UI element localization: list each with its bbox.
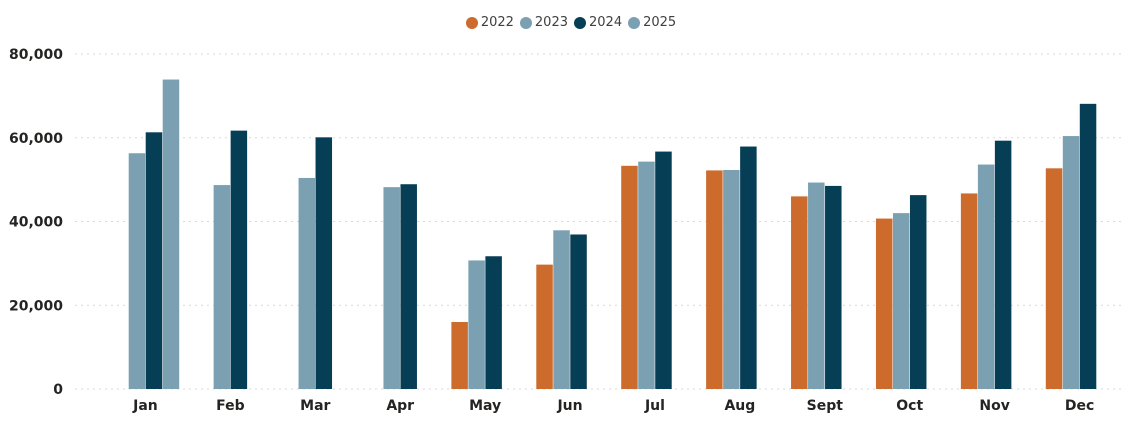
legend-swatch — [574, 16, 586, 29]
y-tick-label: 40,000 — [9, 215, 63, 231]
x-tick-label: Apr — [386, 398, 414, 414]
legend-label: 2025 — [643, 15, 677, 30]
bar-aug-2022[interactable] — [706, 170, 723, 389]
bar-jul-2023[interactable] — [638, 161, 655, 389]
bar-nov-2024[interactable] — [994, 140, 1012, 389]
bar-oct-2023[interactable] — [892, 213, 910, 389]
legend-swatch — [519, 16, 532, 29]
bar-mar-2024[interactable] — [315, 137, 333, 389]
legend-label: 2024 — [589, 15, 623, 30]
bar-jul-2024[interactable] — [655, 151, 672, 389]
x-tick-label: Feb — [216, 398, 245, 414]
bar-mar-2023[interactable] — [298, 177, 316, 389]
bar-aug-2024[interactable] — [740, 146, 757, 389]
bar-aug-2023[interactable] — [723, 169, 740, 389]
bar-oct-2024[interactable] — [909, 195, 927, 389]
legend-item-2025[interactable]: 2025 — [628, 15, 676, 30]
legend-swatch — [465, 16, 478, 29]
x-tick-label: Mar — [300, 398, 330, 414]
x-tick-label: Oct — [896, 398, 923, 414]
bar-may-2024[interactable] — [485, 256, 502, 389]
x-tick-label: Jun — [556, 398, 582, 414]
bar-dec-2023[interactable] — [1062, 136, 1080, 389]
bar-dec-2024[interactable] — [1079, 103, 1097, 390]
x-tick-label: May — [469, 398, 501, 414]
bar-jan-2023[interactable] — [128, 153, 146, 389]
legend-label: 2022 — [480, 15, 514, 30]
legend-label: 2023 — [534, 15, 568, 30]
bar-jul-2022[interactable] — [621, 165, 638, 389]
bar-may-2023[interactable] — [468, 260, 485, 389]
x-tick-label: Dec — [1065, 398, 1094, 414]
y-tick-label: 60,000 — [9, 131, 63, 147]
bar-may-2022[interactable] — [451, 322, 468, 389]
legend-item-2023[interactable]: 2023 — [519, 15, 568, 30]
bar-sept-2023[interactable] — [808, 182, 825, 389]
bar-nov-2022[interactable] — [960, 193, 978, 389]
bar-sept-2024[interactable] — [825, 185, 842, 389]
bar-jan-2025[interactable] — [162, 79, 180, 389]
bar-feb-2023[interactable] — [213, 185, 231, 389]
y-tick-label: 20,000 — [9, 298, 63, 314]
bar-jun-2022[interactable] — [536, 264, 553, 389]
x-tick-label: Aug — [724, 398, 755, 414]
legend-item-2024[interactable]: 2024 — [574, 15, 622, 30]
bar-oct-2022[interactable] — [875, 218, 893, 389]
bar-apr-2024[interactable] — [400, 184, 417, 389]
bar-dec-2022[interactable] — [1045, 168, 1063, 389]
bar-jun-2023[interactable] — [553, 230, 570, 389]
legend-swatch — [628, 16, 641, 29]
x-tick-label: Jan — [132, 398, 158, 414]
bar-feb-2024[interactable] — [230, 130, 248, 389]
y-tick-label: 0 — [53, 382, 63, 398]
x-tick-label: Nov — [979, 398, 1009, 414]
x-tick-label: Sept — [807, 398, 844, 414]
bar-nov-2023[interactable] — [977, 164, 995, 389]
bar-jan-2024[interactable] — [145, 132, 163, 389]
chart-legend: 2022 2023 2024 2025 — [0, 15, 1142, 33]
bar-sept-2022[interactable] — [791, 196, 808, 389]
bar-jun-2024[interactable] — [570, 234, 587, 389]
y-tick-label: 80,000 — [9, 47, 63, 63]
legend-item-2022[interactable]: 2022 — [465, 15, 514, 30]
bar-apr-2023[interactable] — [383, 187, 400, 389]
x-tick-label: Jul — [644, 398, 665, 414]
